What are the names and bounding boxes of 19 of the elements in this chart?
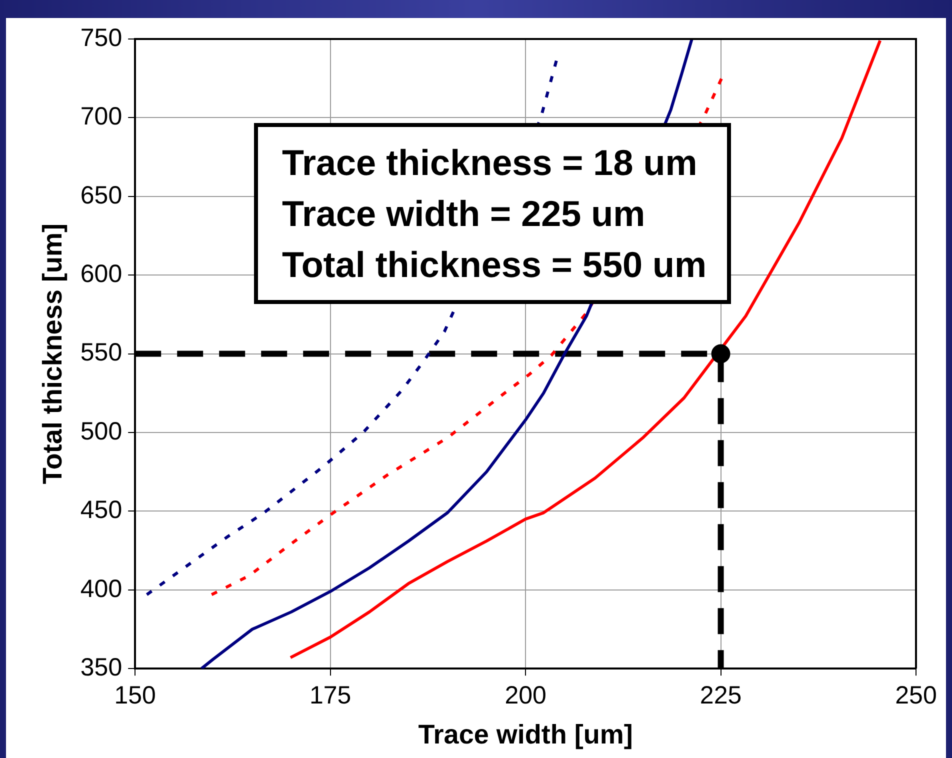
y-tick-label: 500 [80, 417, 122, 446]
x-axis-title: Trace width [um] [418, 719, 633, 750]
x-tick-label: 150 [114, 681, 156, 710]
x-tick-label: 175 [309, 681, 352, 710]
annotation: Trace thickness = 18 um [282, 142, 698, 183]
x-tick-label: 225 [700, 681, 742, 710]
x-tick-label: 200 [504, 681, 546, 710]
y-tick-label: 600 [80, 260, 122, 288]
annotation: Trace width = 225 um [282, 193, 646, 234]
x-tick-label: 250 [895, 681, 937, 710]
y-tick-label: 650 [80, 181, 122, 210]
y-tick-label: 450 [80, 496, 122, 524]
y-axis-title: Total thickness [um] [38, 224, 68, 484]
y-tick-label: 750 [80, 24, 122, 52]
y-tick-label: 550 [80, 338, 122, 367]
y-tick-label: 700 [80, 102, 122, 131]
y-tick-label: 350 [80, 653, 122, 682]
annotation: Total thickness = 550 um [282, 244, 706, 285]
y-tick-label: 400 [80, 574, 122, 603]
